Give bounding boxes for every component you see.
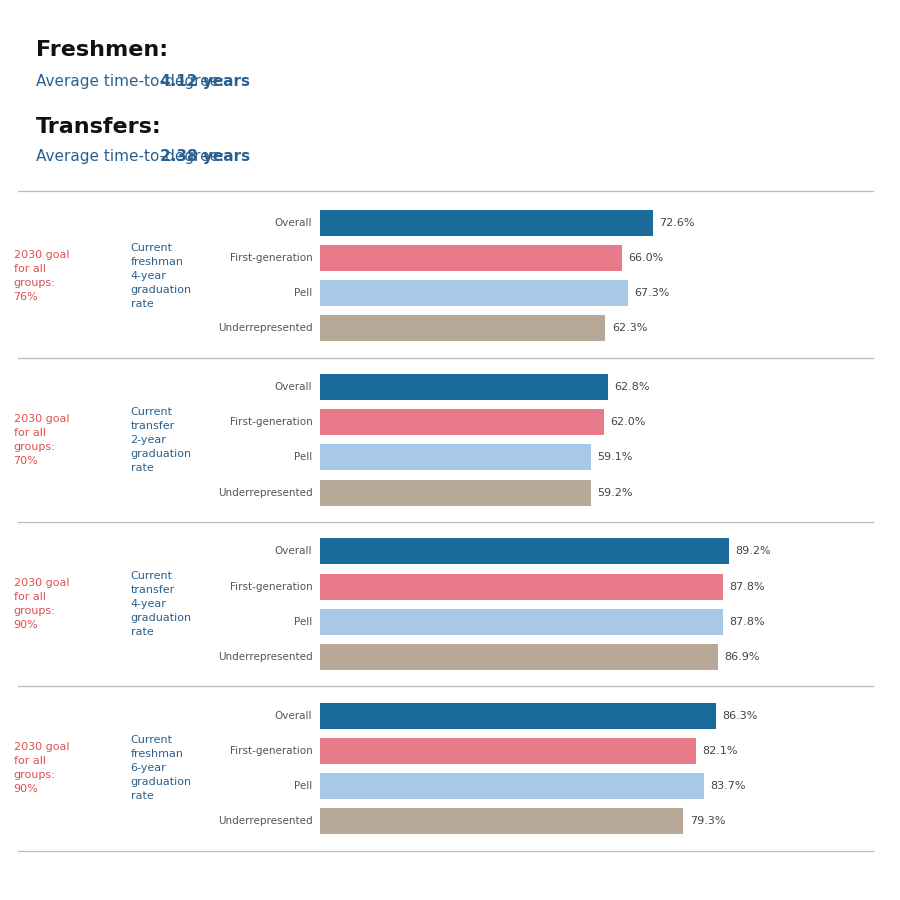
- Bar: [320, 573, 723, 599]
- Text: 66.0%: 66.0%: [629, 253, 664, 263]
- Text: 2030 goal
for all
groups:
70%: 2030 goal for all groups: 70%: [14, 414, 69, 466]
- Text: 83.7%: 83.7%: [710, 781, 745, 791]
- Text: Pell: Pell: [294, 288, 312, 298]
- Text: 62.0%: 62.0%: [610, 418, 646, 428]
- Bar: [320, 644, 718, 670]
- Bar: [320, 410, 604, 436]
- Bar: [320, 773, 704, 799]
- Bar: [320, 538, 729, 564]
- Text: 2.38 years: 2.38 years: [160, 148, 250, 164]
- Text: First-generation: First-generation: [230, 418, 312, 428]
- Text: 87.8%: 87.8%: [729, 616, 764, 626]
- Text: 86.9%: 86.9%: [724, 652, 760, 662]
- Text: 82.1%: 82.1%: [703, 746, 738, 756]
- Text: 62.3%: 62.3%: [612, 323, 647, 333]
- Text: 59.2%: 59.2%: [598, 488, 633, 498]
- Text: 72.6%: 72.6%: [659, 218, 695, 228]
- Text: Pell: Pell: [294, 453, 312, 463]
- Text: 89.2%: 89.2%: [735, 546, 771, 556]
- Bar: [320, 245, 623, 271]
- Text: 2030 goal
for all
groups:
90%: 2030 goal for all groups: 90%: [14, 742, 69, 795]
- Bar: [320, 608, 723, 634]
- Text: Underrepresented: Underrepresented: [218, 323, 312, 333]
- Text: Overall: Overall: [274, 546, 312, 556]
- Bar: [320, 738, 697, 764]
- Text: Average time-to-degree:: Average time-to-degree:: [36, 148, 230, 164]
- Text: 62.8%: 62.8%: [614, 382, 650, 392]
- Text: First-generation: First-generation: [230, 253, 312, 263]
- Bar: [320, 703, 716, 729]
- Text: Overall: Overall: [274, 382, 312, 392]
- Text: 79.3%: 79.3%: [689, 816, 725, 826]
- Bar: [320, 808, 683, 834]
- Text: 2030 goal
for all
groups:
76%: 2030 goal for all groups: 76%: [14, 249, 69, 302]
- Text: Average time-to-degree:: Average time-to-degree:: [36, 74, 230, 89]
- Bar: [320, 315, 606, 341]
- Text: 2030 goal
for all
groups:
90%: 2030 goal for all groups: 90%: [14, 578, 69, 630]
- Text: Pell: Pell: [294, 781, 312, 791]
- Text: Overall: Overall: [274, 711, 312, 721]
- Text: 87.8%: 87.8%: [729, 581, 764, 591]
- Text: First-generation: First-generation: [230, 581, 312, 591]
- Text: Overall: Overall: [274, 218, 312, 228]
- Bar: [320, 280, 628, 306]
- Text: Underrepresented: Underrepresented: [218, 652, 312, 662]
- Text: 4.12 years: 4.12 years: [160, 74, 250, 89]
- Text: Underrepresented: Underrepresented: [218, 488, 312, 498]
- Text: Freshmen:: Freshmen:: [36, 40, 168, 60]
- Text: Underrepresented: Underrepresented: [218, 816, 312, 826]
- Text: Current
transfer
2-year
graduation
rate: Current transfer 2-year graduation rate: [130, 407, 192, 472]
- Text: Transfers:: Transfers:: [36, 117, 162, 137]
- Text: 86.3%: 86.3%: [722, 711, 757, 721]
- Text: Current
transfer
4-year
graduation
rate: Current transfer 4-year graduation rate: [130, 572, 192, 637]
- Bar: [320, 480, 591, 506]
- Text: Current
freshman
6-year
graduation
rate: Current freshman 6-year graduation rate: [130, 735, 192, 801]
- Bar: [320, 210, 652, 236]
- Text: Pell: Pell: [294, 616, 312, 626]
- Text: First-generation: First-generation: [230, 746, 312, 756]
- Bar: [320, 445, 590, 471]
- Text: Current
freshman
4-year
graduation
rate: Current freshman 4-year graduation rate: [130, 243, 192, 309]
- Text: 59.1%: 59.1%: [597, 453, 633, 463]
- Text: 67.3%: 67.3%: [634, 288, 670, 298]
- Bar: [320, 374, 608, 400]
